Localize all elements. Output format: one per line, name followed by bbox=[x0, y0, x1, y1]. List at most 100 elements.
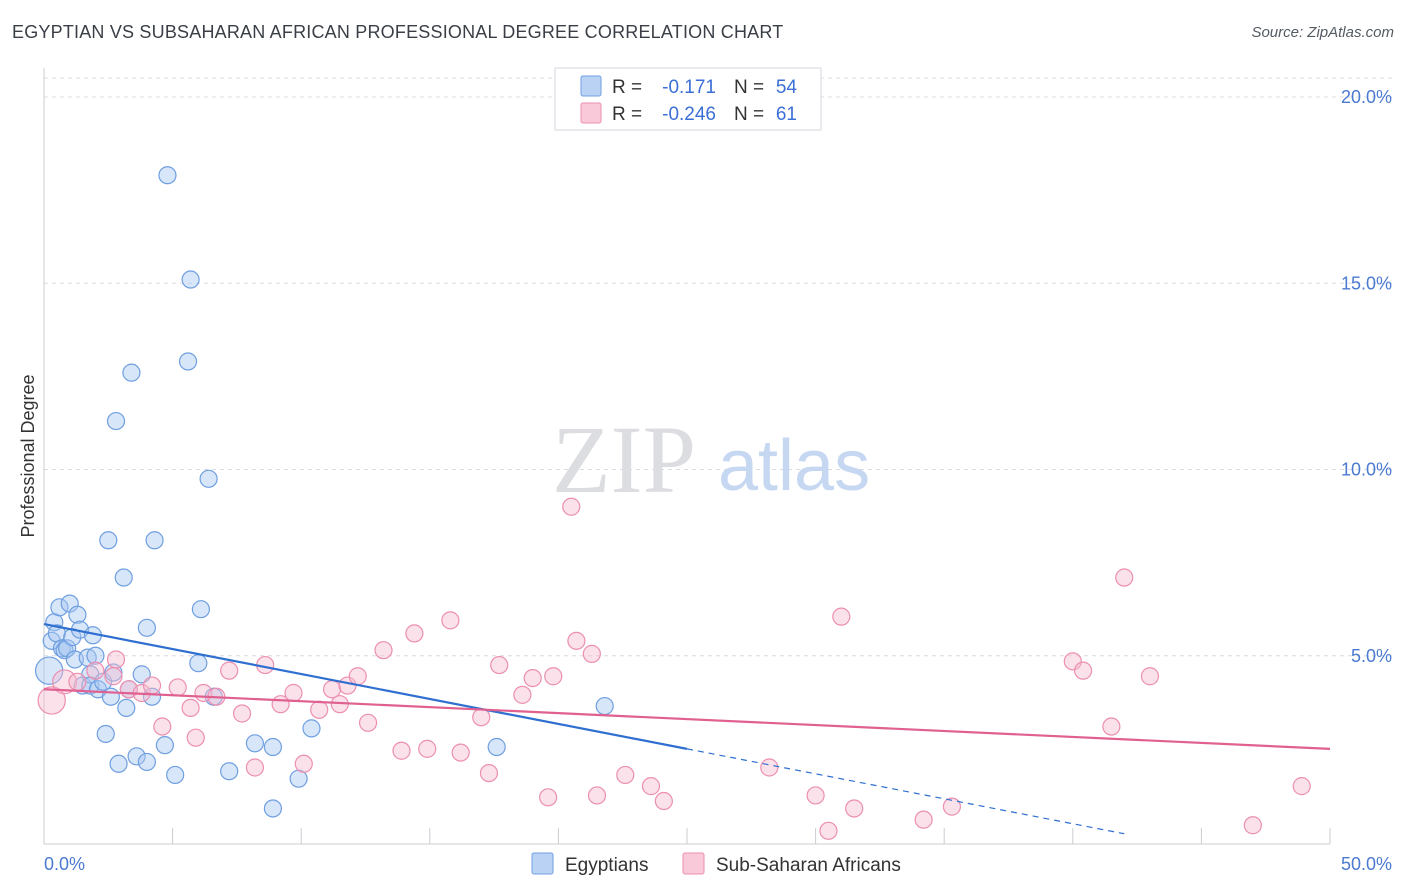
egyptians-r-label: R = bbox=[612, 77, 642, 98]
watermark: ZIP atlas bbox=[552, 406, 870, 513]
subsaharan-point-47 bbox=[654, 791, 673, 811]
subsaharan-point-53 bbox=[914, 810, 933, 829]
subsaharan-legend-label: Sub-Saharan Africans bbox=[716, 855, 901, 876]
subsaharan-point-39 bbox=[539, 788, 558, 807]
grid bbox=[44, 77, 1392, 657]
egyptians-r-value: -0.171 bbox=[662, 77, 716, 98]
subsaharan-point-15 bbox=[220, 661, 239, 680]
egyptians-point-25 bbox=[106, 411, 126, 431]
egyptians-point-5 bbox=[52, 639, 72, 658]
subsaharan-r-value: -0.246 bbox=[662, 104, 716, 125]
subsaharan-point-37 bbox=[513, 685, 532, 704]
egyptians-point-48 bbox=[263, 737, 283, 757]
egyptians-point-43 bbox=[191, 600, 210, 619]
egyptians-point-21 bbox=[96, 724, 115, 744]
egyptians-point-27 bbox=[114, 568, 133, 587]
subsaharan-point-34 bbox=[472, 708, 491, 727]
y-tick-label-5: 5.0% bbox=[1351, 646, 1392, 666]
subsaharan-point-57 bbox=[1102, 717, 1121, 736]
subsaharan-point-3 bbox=[86, 661, 105, 680]
subsaharan-point-55 bbox=[1063, 652, 1082, 671]
subsaharan-point-5 bbox=[106, 650, 126, 669]
subsaharan-point-21 bbox=[294, 754, 313, 773]
subsaharan-point-27 bbox=[358, 713, 378, 732]
egyptians-trend-line bbox=[43, 623, 688, 750]
watermark-atlas: atlas bbox=[718, 426, 870, 506]
subsaharan-point-58 bbox=[1115, 568, 1134, 587]
egyptians-point-33 bbox=[137, 752, 156, 772]
subsaharan-n-value: 61 bbox=[776, 104, 797, 125]
egyptians-legend-swatch bbox=[531, 852, 554, 875]
subsaharan-point-40 bbox=[544, 667, 563, 686]
subsaharan-point-36 bbox=[490, 655, 509, 675]
subsaharan-point-49 bbox=[806, 786, 825, 805]
egyptians-point-37 bbox=[155, 736, 174, 755]
egyptians-point-28 bbox=[117, 698, 136, 718]
subsaharan-point-10 bbox=[168, 678, 187, 697]
subsaharan-point-23 bbox=[322, 680, 342, 699]
subsaharan-point-29 bbox=[392, 741, 411, 760]
egyptians-point-40 bbox=[178, 352, 198, 371]
watermark-zip: ZIP bbox=[552, 406, 696, 513]
egyptians-point-26 bbox=[109, 754, 128, 773]
subsaharan-point-22 bbox=[310, 700, 329, 719]
egyptians-point-31 bbox=[127, 747, 146, 766]
subsaharan-legend-swatch bbox=[682, 852, 705, 875]
subsaharan-r-label: R = bbox=[612, 104, 642, 125]
subsaharan-point-30 bbox=[405, 624, 424, 643]
subsaharan-stats-swatch bbox=[580, 102, 602, 124]
subsaharan-point-35 bbox=[479, 763, 499, 783]
subsaharan-point-45 bbox=[616, 765, 635, 785]
egyptians-point-41 bbox=[181, 270, 200, 289]
egyptians-point-22 bbox=[99, 531, 118, 550]
egyptians-point-51 bbox=[302, 719, 321, 738]
egyptians-point-36 bbox=[145, 531, 164, 550]
subsaharan-point-56 bbox=[1073, 661, 1093, 680]
y-tick-label-15: 15.0% bbox=[1341, 273, 1392, 293]
egyptians-point-23 bbox=[101, 687, 120, 706]
subsaharan-point-2 bbox=[68, 672, 87, 691]
egyptians-point-52 bbox=[487, 737, 506, 757]
egyptians-point-44 bbox=[199, 469, 218, 488]
egyptians-point-38 bbox=[158, 166, 177, 185]
subsaharan-point-43 bbox=[582, 644, 601, 663]
subsaharan-point-52 bbox=[845, 799, 864, 818]
subsaharan-point-50 bbox=[819, 821, 838, 840]
subsaharan-point-46 bbox=[641, 777, 661, 796]
subsaharan-point-59 bbox=[1140, 667, 1160, 686]
egyptians-point-42 bbox=[189, 654, 208, 673]
egyptians-point-11 bbox=[68, 605, 87, 624]
subsaharan-point-11 bbox=[181, 698, 200, 718]
subsaharan-point-41 bbox=[562, 497, 581, 516]
axes: 5.0% 10.0% 15.0% 20.0% 0.0% 50.0% bbox=[43, 68, 1392, 874]
y-tick-label-10: 10.0% bbox=[1341, 460, 1392, 480]
subsaharan-point-48 bbox=[760, 758, 779, 777]
subsaharan-point-61 bbox=[1292, 777, 1311, 796]
subsaharan-point-60 bbox=[1243, 816, 1262, 835]
subsaharan-point-0 bbox=[37, 686, 66, 715]
chart-title: EGYPTIAN VS SUBSAHARAN AFRICAN PROFESSIO… bbox=[12, 22, 784, 42]
egyptians-n-value: 54 bbox=[776, 77, 798, 98]
subsaharan-point-12 bbox=[186, 728, 205, 747]
subsaharan-point-17 bbox=[245, 758, 265, 777]
egyptians-stats-swatch bbox=[580, 75, 602, 97]
stats-box: R = -0.171 N = 54 R = -0.246 N = 61 bbox=[554, 67, 822, 131]
subsaharan-point-20 bbox=[284, 683, 303, 703]
y-tick-label-20: 20.0% bbox=[1341, 87, 1392, 107]
data-points bbox=[34, 166, 1311, 840]
egyptians-n-label: N = bbox=[734, 77, 764, 98]
subsaharan-point-31 bbox=[418, 739, 437, 758]
egyptians-point-47 bbox=[245, 734, 265, 753]
subsaharan-point-9 bbox=[153, 717, 172, 736]
egyptians-point-49 bbox=[263, 799, 283, 818]
egyptians-point-4 bbox=[50, 598, 69, 617]
egyptians-point-53 bbox=[595, 696, 614, 716]
egyptians-point-32 bbox=[132, 665, 151, 684]
x-tick-label-max: 50.0% bbox=[1341, 854, 1392, 874]
subsaharan-n-label: N = bbox=[734, 104, 764, 125]
x-tick-label-min: 0.0% bbox=[44, 854, 85, 874]
egyptians-legend-label: Egyptians bbox=[565, 855, 648, 876]
subsaharan-point-28 bbox=[374, 641, 393, 660]
subsaharan-point-38 bbox=[523, 668, 542, 688]
trend-lines bbox=[43, 623, 1331, 835]
